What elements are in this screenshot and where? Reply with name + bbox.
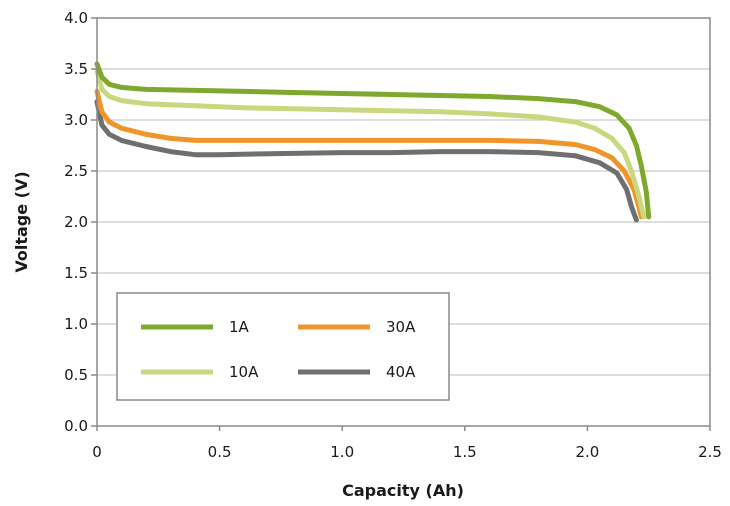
series-line-40a — [94, 99, 639, 223]
x-tick-label: 1.0 — [330, 443, 354, 461]
x-axis-title: Capacity (Ah) — [342, 481, 464, 500]
series-lines — [94, 61, 652, 223]
x-axis-ticks: 0 0.5 1.0 1.5 2.0 2.5 — [92, 426, 722, 461]
series-line-30a — [94, 88, 644, 220]
legend-label: 1A — [229, 318, 250, 336]
legend-label: 10A — [229, 363, 259, 381]
legend: 1A 10A 30A 40A — [116, 292, 450, 401]
y-tick-label: 0.5 — [64, 366, 88, 384]
x-tick-label: 2.0 — [575, 443, 599, 461]
series-line-1a — [94, 61, 652, 220]
x-tick-label: 2.5 — [698, 443, 722, 461]
x-tick-label: 1.5 — [453, 443, 477, 461]
y-tick-label: 2.5 — [64, 162, 88, 180]
y-tick-label: 4.0 — [64, 9, 88, 27]
legend-label: 40A — [386, 363, 416, 381]
legend-label: 30A — [386, 318, 416, 336]
y-tick-label: 2.0 — [64, 213, 88, 231]
y-tick-label: 1.0 — [64, 315, 88, 333]
y-tick-label: 1.5 — [64, 264, 88, 282]
y-tick-label: 3.5 — [64, 60, 88, 78]
series-line-10a — [94, 68, 647, 220]
y-tick-label: 0.0 — [64, 417, 88, 435]
legend-box — [116, 292, 450, 401]
x-tick-label: 0 — [92, 443, 102, 461]
y-axis-ticks: 0.0 0.5 1.0 1.5 2.0 2.5 3.0 3.5 4.0 — [64, 9, 97, 435]
y-tick-label: 3.0 — [64, 111, 88, 129]
x-tick-label: 0.5 — [208, 443, 232, 461]
y-axis-title: Voltage (V) — [12, 171, 31, 272]
